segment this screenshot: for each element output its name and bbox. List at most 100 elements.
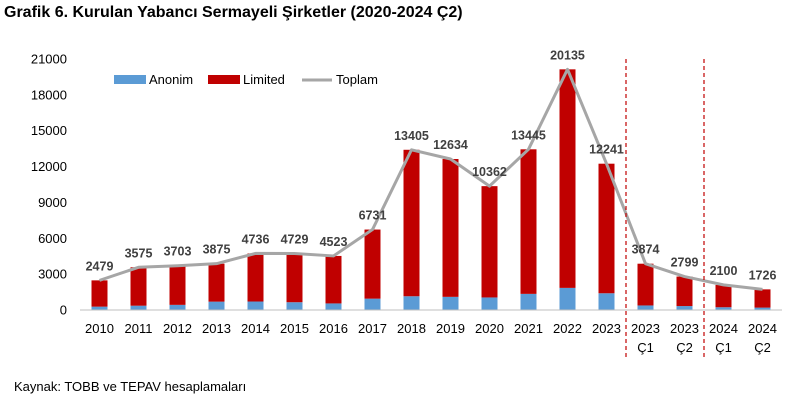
legend-label-toplam: Toplam [336,72,378,87]
bar-limited [403,149,420,297]
x-tick-label: 2023 [670,321,699,336]
total-line [99,67,763,291]
x-tick-label: 2014 [241,321,270,336]
data-label: 2479 [86,259,114,273]
x-tick-label: 2017 [358,321,387,336]
x-tick-label: 2019 [436,321,465,336]
bar-limited [598,163,615,294]
bar-limited [169,265,186,305]
data-label: 13405 [394,129,429,143]
bar-anonim [130,305,147,310]
y-tick-label: 3000 [38,267,67,282]
data-label: 12241 [589,143,624,157]
y-tick-label: 15000 [31,123,67,138]
bar-anonim [754,307,771,310]
x-tick-label: 2016 [319,321,348,336]
data-labels-group: 2479 3575 3703 3875 4736 4729 4523 6731 13405 126… [86,48,777,282]
data-label: 3703 [164,245,192,259]
x-tick-label: 2024 [709,321,738,336]
y-tick-label: 0 [60,303,67,318]
data-label: 3575 [125,246,153,260]
bar-limited [91,280,108,307]
bar-anonim [715,307,732,310]
legend-label-limited: Limited [243,72,285,87]
bar-limited [715,284,732,308]
x-tick-label: 2015 [280,321,309,336]
bar-limited [481,186,498,298]
legend-swatch-limited [208,75,240,84]
bar-anonim [325,303,342,310]
bar-limited [559,69,576,288]
source-note: Kaynak: TOBB ve TEPAV hesaplamaları [14,379,247,394]
bar-limited [520,149,537,294]
x-tick-label: 2010 [85,321,114,336]
y-tick-label: 6000 [38,231,67,246]
data-label: 4729 [281,232,309,246]
bar-anonim [481,297,498,310]
x-tick-label: 2013 [202,321,231,336]
x-tick-label: 2021 [514,321,543,336]
x-tick-label: 2012 [163,321,192,336]
bar-anonim [559,287,576,310]
x-axis: 2010 2011 2012 2013 2014 2015 2016 2017 2018 2019… [80,309,782,355]
bar-limited [247,253,264,302]
bar-anonim [442,296,459,310]
legend: Anonim Limited Toplam [114,72,378,87]
y-tick-label: 9000 [38,195,67,210]
bar-limited [754,289,771,308]
x-tick-label: 2018 [397,321,426,336]
data-label: 2799 [671,256,699,270]
legend-label-anonim: Anonim [149,72,193,87]
data-label: 4523 [320,235,348,249]
bar-limited [286,253,303,303]
bar-anonim [364,298,381,310]
x-tick-label: 2023 [631,321,660,336]
data-label: 20135 [550,48,585,62]
x-tick-label: 2022 [553,321,582,336]
bar-anonim [169,304,186,310]
bar-anonim [676,306,693,310]
chart-title: Grafik 6. Kurulan Yabancı Sermayeli Şirk… [4,4,463,21]
y-tick-label: 18000 [31,87,67,102]
data-label: 3875 [203,243,231,257]
x-tick-label: Ç1 [637,340,654,355]
x-tick-label: 2011 [125,321,153,336]
bar-anonim [286,302,303,310]
x-tick-label: 2023 [592,321,621,336]
bar-limited [208,263,225,302]
data-label: 1726 [749,268,777,282]
x-tick-label: Ç2 [676,340,693,355]
bars-group [91,69,771,310]
x-tick-label: 2024 [748,321,777,336]
bar-anonim [208,301,225,310]
x-tick-label: Ç2 [754,340,771,355]
data-label: 2100 [710,264,738,278]
x-tick-label: Ç1 [715,340,732,355]
x-tick-label: 2020 [475,321,504,336]
bar-anonim [403,296,420,310]
bar-limited [325,255,342,304]
data-label: 12634 [433,138,468,152]
data-label: 6731 [359,209,387,223]
legend-swatch-anonim [114,75,146,84]
bar-anonim [247,301,264,310]
bar-anonim [637,305,654,310]
y-tick-label: 21000 [31,52,67,67]
y-tick-label: 12000 [31,159,67,174]
bar-limited [364,229,381,299]
bar-anonim [520,293,537,310]
data-label: 3874 [632,243,660,257]
bar-anonim [598,293,615,310]
bar-limited [130,267,147,306]
bar-anonim [91,306,108,310]
y-axis: 0 3000 6000 9000 12000 15000 18000 21000 [31,52,67,318]
total-line-group [99,67,763,291]
data-label: 4736 [242,232,270,246]
bar-limited [637,263,654,306]
data-label: 13445 [511,128,546,142]
bar-limited [676,276,693,307]
period-dividers [625,59,705,358]
data-label: 10362 [472,165,507,179]
bar-limited [442,158,459,297]
